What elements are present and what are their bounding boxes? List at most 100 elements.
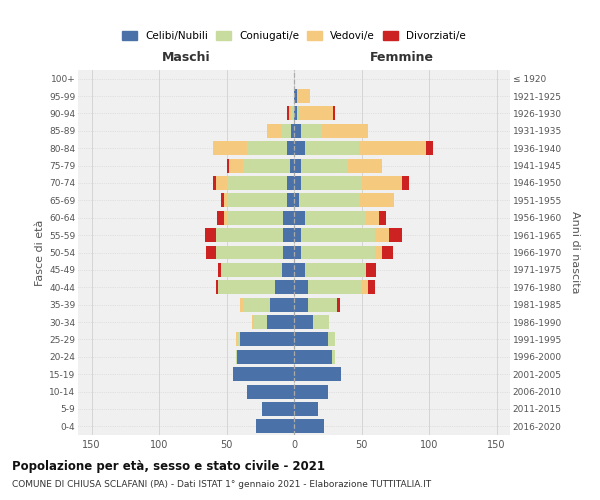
Bar	[240, 298, 294, 312]
Bar	[294, 158, 382, 172]
Bar	[294, 350, 332, 364]
Bar	[270, 298, 294, 312]
Bar	[262, 402, 294, 416]
Bar	[294, 228, 375, 242]
Bar	[233, 367, 294, 381]
Bar	[217, 211, 294, 224]
Bar	[205, 228, 294, 242]
Bar	[218, 263, 294, 277]
Text: COMUNE DI CHIUSA SCLAFANI (PA) - Dati ISTAT 1° gennaio 2021 - Elaborazione TUTTI: COMUNE DI CHIUSA SCLAFANI (PA) - Dati IS…	[12, 480, 431, 489]
Bar	[240, 298, 294, 312]
Bar	[242, 158, 294, 172]
Bar	[294, 298, 340, 312]
Bar	[294, 402, 319, 416]
Bar	[294, 420, 324, 434]
Bar	[242, 298, 294, 312]
Bar	[294, 298, 337, 312]
Bar	[294, 194, 299, 207]
Bar	[294, 315, 313, 329]
Bar	[233, 367, 294, 381]
Bar	[290, 158, 294, 172]
Bar	[294, 106, 335, 120]
Bar	[238, 332, 294, 346]
Bar	[229, 158, 294, 172]
Bar	[224, 194, 294, 207]
Bar	[294, 176, 402, 190]
Bar	[294, 332, 335, 346]
Bar	[236, 332, 294, 346]
Bar	[294, 280, 368, 294]
Bar	[221, 263, 294, 277]
Bar	[252, 315, 294, 329]
Bar	[294, 194, 394, 207]
Bar	[216, 176, 294, 190]
Bar	[294, 280, 361, 294]
Bar	[275, 280, 294, 294]
Bar	[294, 211, 365, 224]
Bar	[294, 263, 376, 277]
Bar	[294, 367, 341, 381]
Bar	[294, 228, 402, 242]
Bar	[294, 176, 301, 190]
Bar	[294, 350, 335, 364]
Bar	[294, 263, 365, 277]
Bar	[294, 367, 341, 381]
Bar	[294, 142, 427, 155]
Bar	[238, 350, 294, 364]
Bar	[294, 124, 368, 138]
Bar	[294, 384, 328, 398]
Bar	[294, 211, 386, 224]
Bar	[294, 228, 389, 242]
Bar	[262, 402, 294, 416]
Bar	[294, 332, 328, 346]
Bar	[294, 124, 321, 138]
Bar	[267, 124, 294, 138]
Bar	[213, 142, 294, 155]
Bar	[262, 402, 294, 416]
Bar	[292, 106, 294, 120]
Bar	[206, 246, 294, 260]
Bar	[294, 228, 301, 242]
Bar	[247, 142, 294, 155]
Bar	[294, 124, 301, 138]
Bar	[216, 280, 294, 294]
Bar	[294, 142, 305, 155]
Bar	[216, 228, 294, 242]
Bar	[294, 298, 308, 312]
Bar	[294, 384, 328, 398]
Bar	[221, 263, 294, 277]
Bar	[227, 194, 294, 207]
Bar	[294, 176, 361, 190]
Bar	[236, 350, 294, 364]
Bar	[294, 263, 305, 277]
Bar	[224, 211, 294, 224]
Bar	[294, 246, 392, 260]
Bar	[287, 176, 294, 190]
Bar	[294, 106, 333, 120]
Bar	[294, 158, 301, 172]
Bar	[216, 228, 294, 242]
Bar	[294, 350, 335, 364]
Bar	[294, 280, 375, 294]
Bar	[256, 420, 294, 434]
Bar	[294, 384, 328, 398]
Bar	[281, 124, 294, 138]
Bar	[294, 158, 382, 172]
Bar	[294, 89, 296, 103]
Bar	[283, 211, 294, 224]
Bar	[294, 106, 296, 120]
Bar	[294, 420, 324, 434]
Bar	[233, 367, 294, 381]
Bar	[294, 211, 305, 224]
Bar	[294, 420, 324, 434]
Bar	[294, 384, 328, 398]
Bar	[294, 158, 348, 172]
Bar	[236, 332, 294, 346]
Bar	[213, 176, 294, 190]
Bar	[294, 176, 409, 190]
Bar	[294, 402, 319, 416]
Bar	[294, 89, 296, 103]
Bar	[247, 384, 294, 398]
Bar	[236, 350, 294, 364]
Text: Popolazione per età, sesso e stato civile - 2021: Popolazione per età, sesso e stato civil…	[12, 460, 325, 473]
